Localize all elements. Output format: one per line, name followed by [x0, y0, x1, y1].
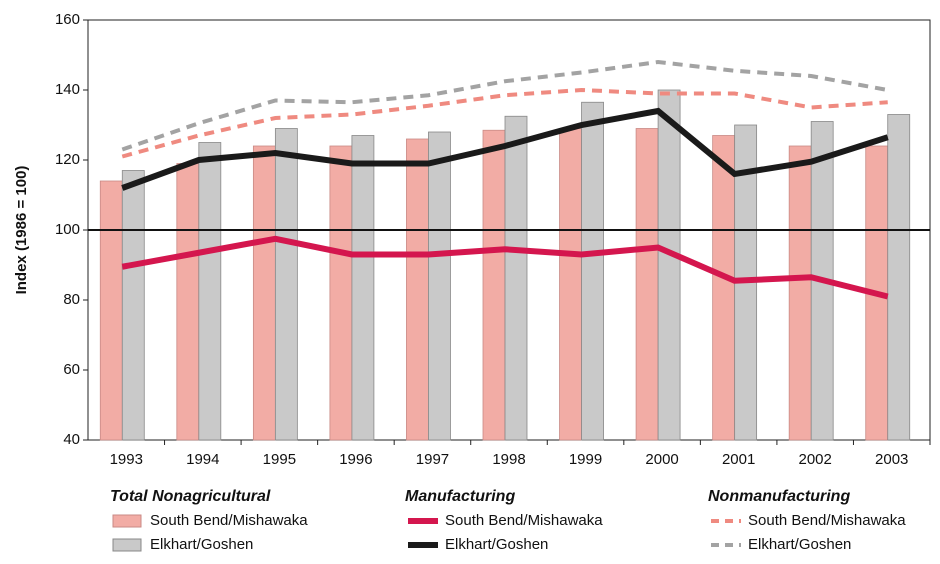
bar [329, 145, 353, 441]
y-tick-label: 40 [63, 431, 80, 448]
x-tick-label: 2003 [875, 451, 908, 468]
legend-label: South Bend/Mishawaka [748, 512, 906, 529]
bar [635, 128, 659, 441]
legend-label: Elkhart/Goshen [150, 536, 253, 553]
legend-swatch [112, 514, 142, 528]
bar [712, 135, 736, 441]
x-tick-label: 1996 [339, 451, 372, 468]
x-tick-label: 2001 [722, 451, 755, 468]
x-tick-label: 2000 [645, 451, 678, 468]
x-tick-label: 1995 [263, 451, 296, 468]
line [121, 235, 889, 300]
y-tick-label: 160 [55, 11, 80, 28]
x-tick-label: 1999 [569, 451, 602, 468]
legend-label: Elkhart/Goshen [748, 536, 851, 553]
bar [581, 101, 604, 441]
legend-swatch [112, 538, 142, 552]
legend-label: Elkhart/Goshen [445, 536, 548, 553]
bar [406, 138, 429, 441]
legend-group-title: Manufacturing [405, 488, 515, 505]
bar [657, 89, 681, 441]
y-tick-label: 120 [55, 151, 80, 168]
y-axis-label: Index (1986 = 100) [13, 166, 30, 295]
y-tick-label: 100 [55, 221, 80, 238]
bar [198, 142, 222, 441]
legend-label: South Bend/Mishawaka [445, 512, 603, 529]
y-tick-label: 60 [63, 361, 80, 378]
bar [482, 129, 506, 441]
x-tick-label: 1994 [186, 451, 219, 468]
bar [559, 128, 582, 441]
y-tick-label: 140 [55, 81, 80, 98]
bar [99, 180, 123, 441]
line [121, 107, 889, 191]
bar [274, 128, 298, 441]
legend-group-title: Total Nonagricultural [110, 488, 271, 505]
legend-group-title: Nonmanufacturing [708, 488, 850, 505]
x-tick-label: 1998 [492, 451, 525, 468]
y-tick-label: 80 [63, 291, 80, 308]
bar [504, 115, 528, 441]
x-tick-label: 1993 [110, 451, 143, 468]
line [121, 59, 889, 152]
legend-label: South Bend/Mishawaka [150, 512, 308, 529]
bar [887, 114, 911, 441]
bar [351, 135, 375, 441]
bar [252, 145, 276, 441]
x-tick-label: 2002 [798, 451, 831, 468]
bar [428, 131, 451, 441]
bar [788, 145, 812, 441]
bar [121, 170, 145, 441]
bar [176, 163, 200, 441]
x-tick-label: 1997 [416, 451, 449, 468]
